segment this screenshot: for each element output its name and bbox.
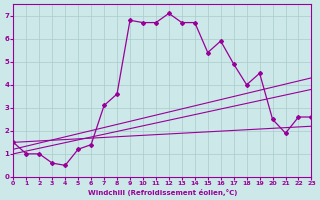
X-axis label: Windchill (Refroidissement éolien,°C): Windchill (Refroidissement éolien,°C) (88, 189, 237, 196)
